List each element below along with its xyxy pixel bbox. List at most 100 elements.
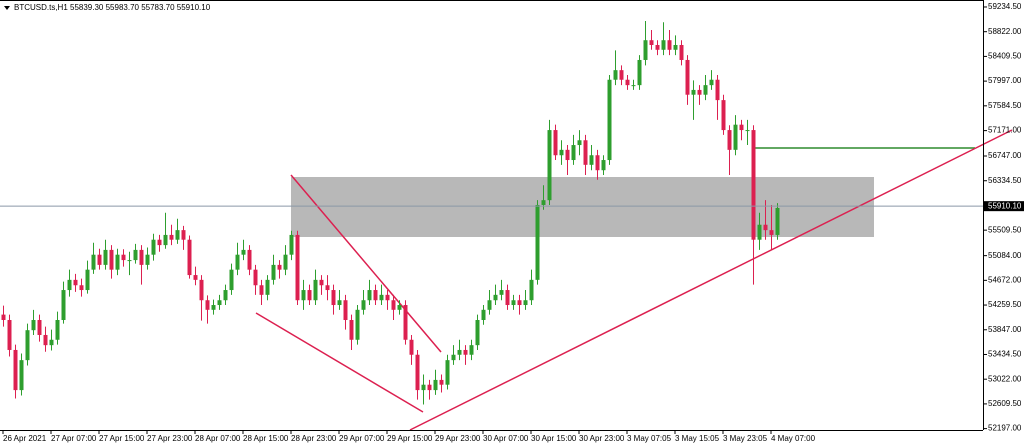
x-tick-label: 29 Apr 07:00 [339, 434, 385, 443]
y-tick-label: 52197.00 [988, 424, 1022, 433]
candle-body [301, 290, 306, 301]
candle-body [235, 254, 240, 270]
candle-body [217, 300, 222, 306]
candle-body [445, 360, 450, 385]
x-tick-label: 26 Apr 2021 [3, 434, 47, 443]
candle-body [19, 360, 24, 391]
candle-body [583, 140, 588, 165]
candle-body [115, 254, 120, 270]
candle-body [265, 279, 270, 295]
y-tick-label: 54259.50 [988, 300, 1022, 309]
candle-body [487, 300, 492, 310]
candle-body [703, 85, 708, 95]
candle-body [67, 279, 72, 291]
candle-body [145, 254, 150, 265]
candle-body [691, 89, 696, 95]
y-tick-label: 56334.50 [988, 176, 1022, 185]
candle-body [223, 290, 228, 301]
candle-body [535, 204, 540, 280]
candle-body [289, 234, 294, 255]
candle-body [247, 249, 252, 270]
candle-body [589, 155, 594, 165]
x-tick-label: 3 May 23:05 [723, 434, 768, 443]
candle-body [313, 279, 318, 301]
candle-body [679, 44, 684, 60]
candle-body [37, 319, 42, 335]
candle-body [151, 239, 156, 255]
candle-body [361, 300, 366, 310]
candle-body [409, 339, 414, 355]
candle-body [619, 70, 624, 80]
candle-body [229, 269, 234, 291]
candle-body [169, 234, 174, 240]
candle-body [559, 149, 564, 156]
candle-body [1, 314, 6, 320]
menu-icon [4, 6, 10, 10]
candle-body [43, 334, 48, 346]
x-tick-label: 28 Apr 07:00 [195, 434, 241, 443]
candle-body [373, 290, 378, 301]
y-tick-label: 55084.00 [988, 251, 1022, 260]
x-tick-label: 3 May 07:05 [627, 434, 672, 443]
trend-line [255, 312, 424, 413]
candle-body [55, 319, 60, 340]
candle-body [391, 300, 396, 310]
candle-body [511, 300, 516, 306]
candle-body [205, 300, 210, 310]
candle-body [613, 70, 618, 80]
candle-body [139, 249, 144, 265]
candle-body [133, 249, 138, 261]
candle-body [553, 130, 558, 156]
y-tick-label: 58822.00 [988, 27, 1022, 36]
candle-body [769, 230, 774, 235]
candle-body [763, 224, 768, 231]
candle-body [295, 234, 300, 301]
y-tick-label: 53022.00 [988, 374, 1022, 383]
supply-zone [291, 177, 874, 237]
candle-body [715, 79, 720, 101]
candle-body [127, 260, 132, 262]
candle-body [505, 290, 510, 306]
x-tick-label: 27 Apr 15:00 [99, 434, 145, 443]
candle-body [481, 309, 486, 320]
candle-body [631, 85, 636, 87]
candle-body [733, 124, 738, 150]
candle-body [79, 285, 84, 291]
candle-body [757, 224, 762, 240]
candle-body [277, 264, 282, 270]
candle-body [181, 230, 186, 240]
current-price-box [984, 201, 1024, 212]
candle-body [25, 330, 30, 361]
x-tick-label: 27 Apr 23:00 [147, 434, 193, 443]
candle-body [349, 319, 354, 340]
candle-body [331, 290, 336, 306]
candle-body [85, 269, 90, 291]
candle-body [721, 100, 726, 131]
candle-body [421, 384, 426, 391]
x-tick-label: 30 Apr 23:00 [579, 434, 625, 443]
candle-body [655, 44, 660, 50]
y-tick-label: 57171.00 [988, 126, 1022, 135]
candle-body [685, 59, 690, 95]
candle-body [475, 319, 480, 346]
candle-body [415, 354, 420, 391]
candle-body [709, 79, 714, 86]
candle-body [163, 234, 168, 246]
candle-body [625, 79, 630, 86]
current-price-label: 55910.10 [988, 201, 1022, 210]
candle-body [643, 40, 648, 60]
candle-body [439, 379, 444, 385]
candle-body [499, 290, 504, 295]
candle-body [673, 44, 678, 50]
trend-line [290, 174, 442, 353]
candle-body [253, 269, 258, 286]
candle-body [343, 300, 348, 320]
x-tick-label: 27 Apr 07:00 [51, 434, 97, 443]
candle-body [193, 275, 198, 280]
candle-body [775, 207, 780, 235]
candle-body [547, 130, 552, 201]
candle-body [109, 249, 114, 270]
candle-body [427, 384, 432, 391]
candle-body [397, 305, 402, 310]
candle-body [745, 130, 750, 132]
